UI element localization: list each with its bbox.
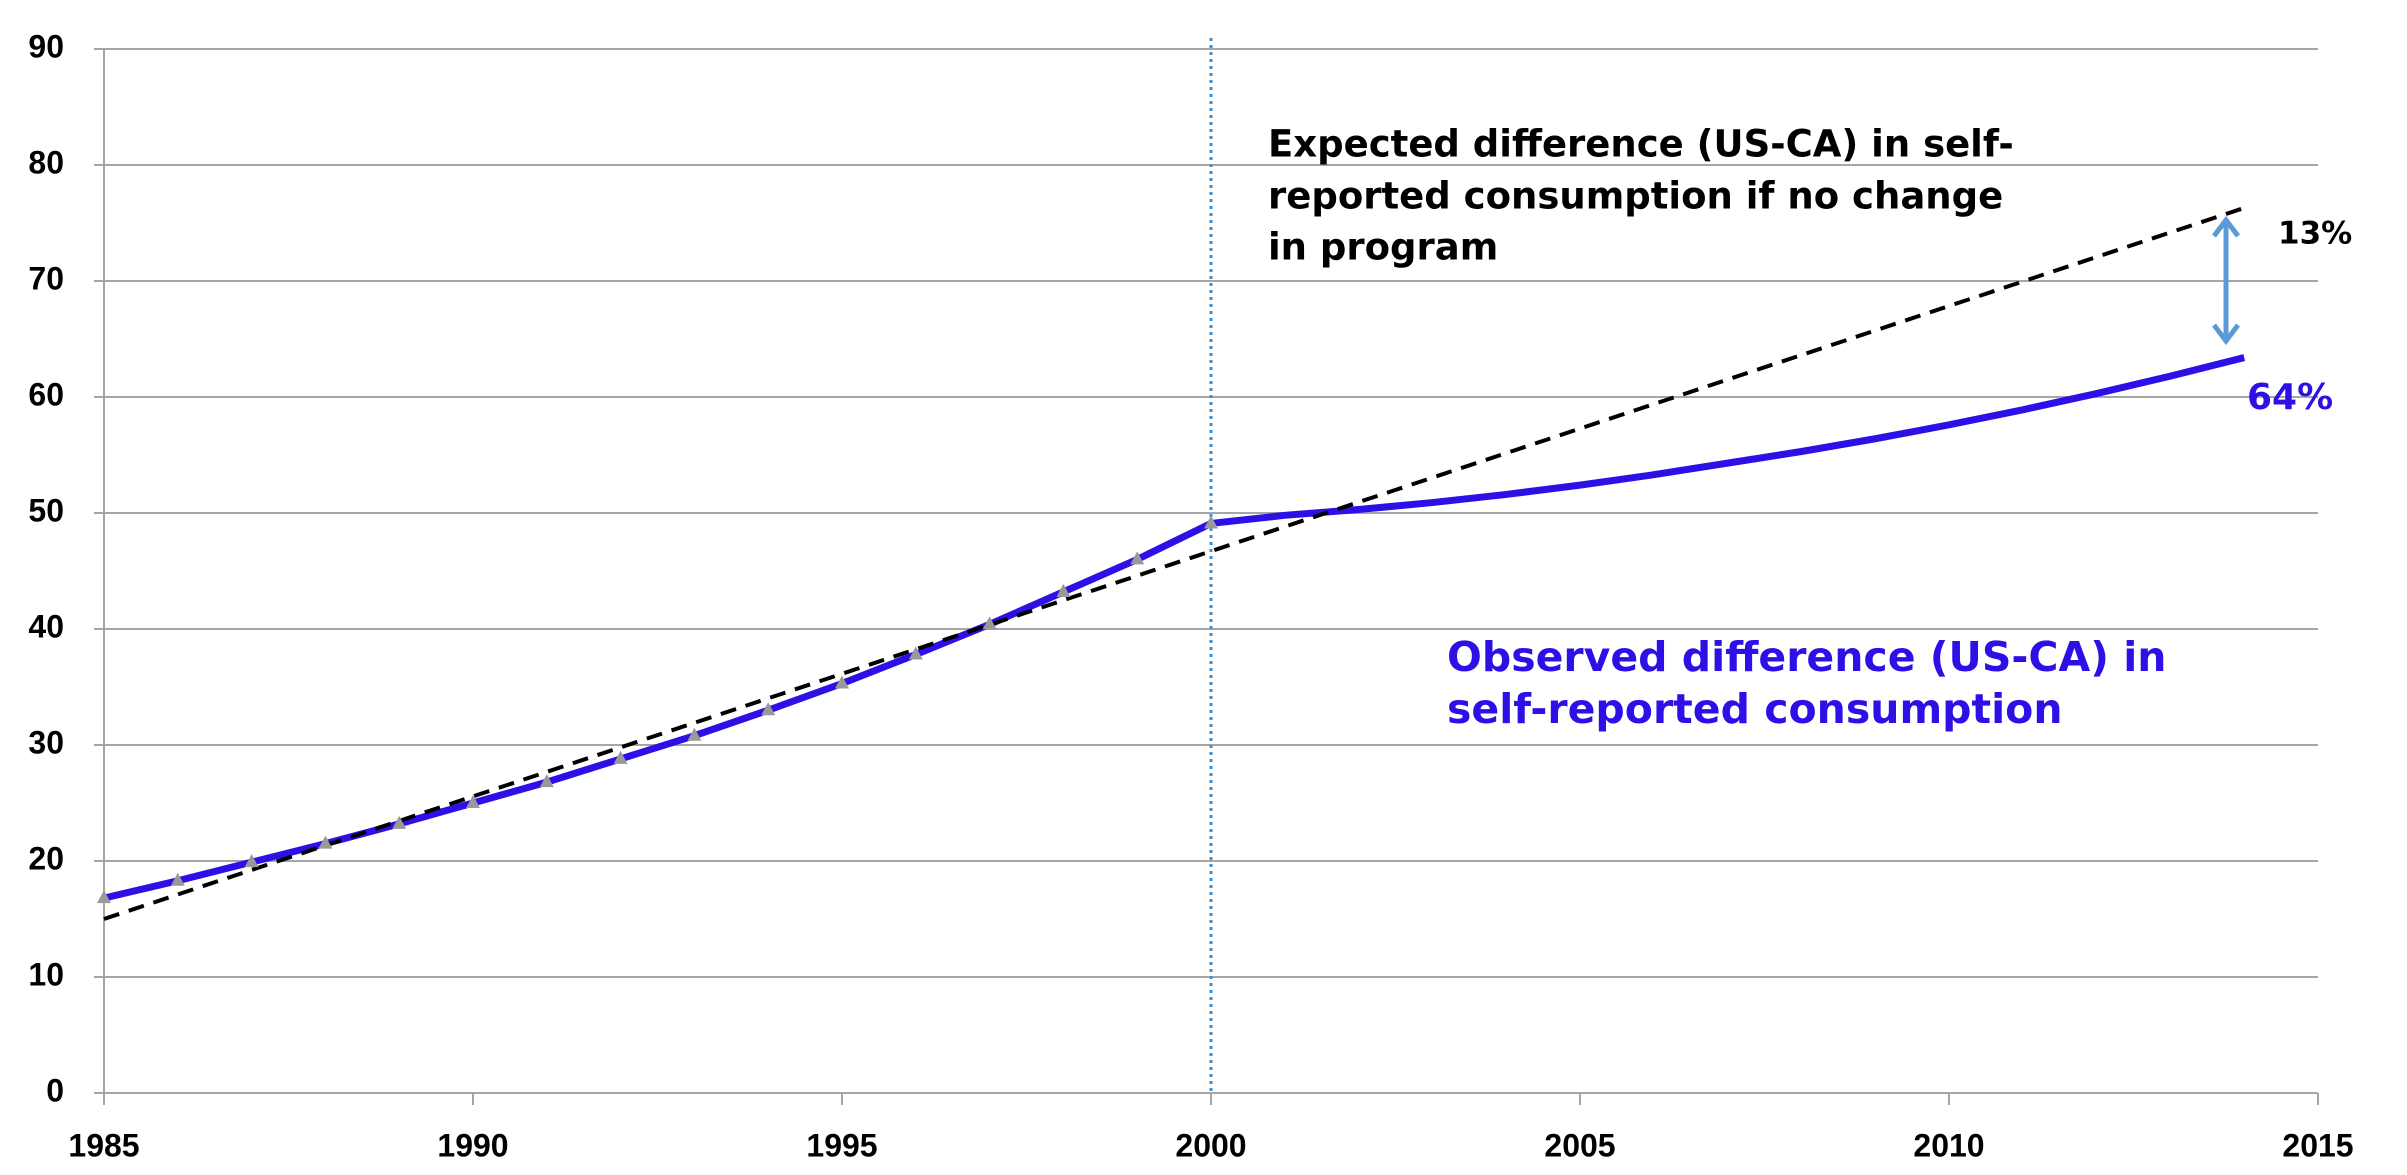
point-marker xyxy=(318,835,333,849)
annotation-line: in program xyxy=(1268,226,1498,269)
x-tick-label: 2010 xyxy=(1913,1127,1984,1163)
x-tick-label: 1995 xyxy=(806,1127,877,1163)
y-tick-label: 20 xyxy=(28,840,64,876)
point-marker xyxy=(392,815,407,829)
y-tick-label: 0 xyxy=(46,1072,64,1108)
gap-arrow xyxy=(2212,215,2240,346)
plot: 0 10 20 30 40 50 60 70 80 90 1985 1990 1995 2000 2005 2… xyxy=(28,28,2353,1163)
x-tick-label: 1990 xyxy=(437,1127,508,1163)
series-line xyxy=(103,206,2245,921)
x-tick-label: 2005 xyxy=(1544,1127,1615,1163)
point-marker xyxy=(170,872,185,886)
point-marker xyxy=(1204,515,1218,529)
annotation-line: Expected difference (US-CA) in self- xyxy=(1268,123,2014,166)
series-line xyxy=(103,354,2246,902)
annotation-expected: Expected difference (US-CA) in self- rep… xyxy=(1268,123,2014,269)
annotation-line: reported consumption if no change xyxy=(1268,175,2003,218)
y-tick-label: 50 xyxy=(28,492,64,528)
annotation-line: self-reported consumption xyxy=(1447,685,2063,733)
x-tick-label: 2015 xyxy=(2282,1127,2353,1163)
y-tick-label: 40 xyxy=(28,608,64,644)
point-marker xyxy=(908,646,923,660)
y-tick-label: 90 xyxy=(28,28,64,64)
x-tick-label: 1985 xyxy=(68,1127,139,1163)
y-tick-label: 80 xyxy=(28,144,64,180)
point-marker xyxy=(761,702,776,716)
point-marker xyxy=(244,854,259,868)
point-marker xyxy=(1056,583,1071,597)
annotation-line: Observed difference (US-CA) in xyxy=(1447,633,2166,681)
annotation-observed: Observed difference (US-CA) in self-repo… xyxy=(1447,633,2166,733)
y-tick-label: 10 xyxy=(28,956,64,992)
point-marker xyxy=(1130,551,1145,565)
y-tick-label: 60 xyxy=(28,376,64,412)
x-tick-label: 2000 xyxy=(1175,1127,1246,1163)
y-tick-label: 30 xyxy=(28,724,64,760)
end-label: 64% xyxy=(2247,377,2333,418)
point-marker xyxy=(835,675,849,689)
point-marker xyxy=(687,727,702,741)
y-tick-label: 70 xyxy=(28,260,64,296)
point-marker xyxy=(539,774,554,788)
point-marker xyxy=(982,616,997,630)
gap-label: 13% xyxy=(2278,216,2352,252)
point-marker xyxy=(97,890,111,904)
point-marker xyxy=(613,750,628,764)
point-marker xyxy=(466,795,480,808)
